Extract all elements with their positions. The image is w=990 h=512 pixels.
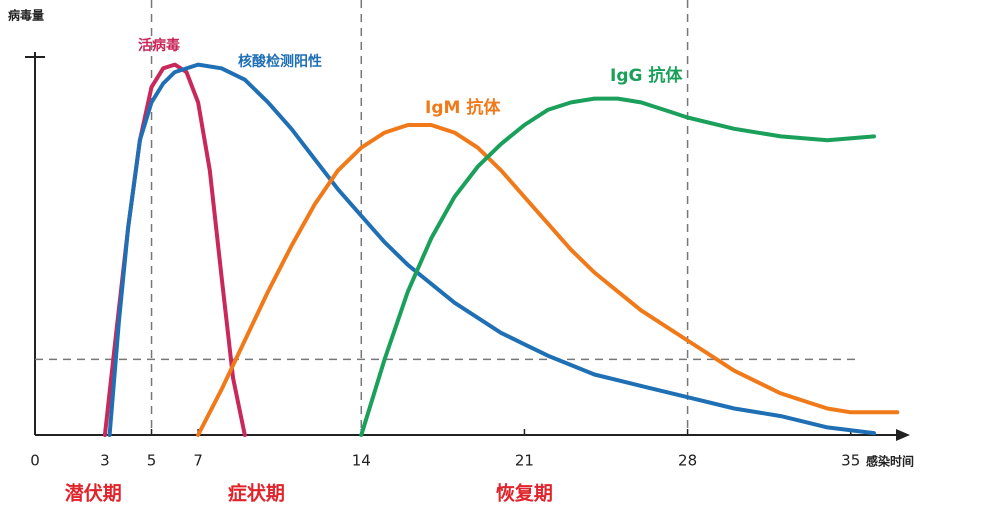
x-tick-label: 14 [352, 452, 371, 470]
series-label: 核酸检测阳性 [238, 53, 322, 70]
series-label: IgM 抗体 [425, 97, 501, 118]
y-axis-label: 病毒量 [8, 8, 44, 23]
phase-label: 症状期 [228, 482, 285, 505]
x-tick-label: 0 [30, 452, 40, 470]
x-axis-arrow [896, 429, 910, 441]
x-tick-label: 21 [515, 452, 534, 470]
series-label: IgG 抗体 [610, 65, 683, 86]
series-label: 活病毒 [138, 37, 180, 54]
x-tick-label: 28 [678, 452, 697, 470]
phase-label: 潜伏期 [65, 482, 122, 505]
x-tick-label: 35 [841, 452, 860, 470]
phase-label: 恢复期 [496, 482, 553, 505]
series-line [359, 96, 876, 437]
x-tick-label: 5 [147, 452, 157, 470]
series-line [107, 62, 876, 437]
x-tick-label: 3 [100, 452, 110, 470]
x-tick-label: 7 [193, 452, 203, 470]
series-line [196, 123, 900, 437]
x-axis-label: 感染时间 [866, 454, 914, 469]
